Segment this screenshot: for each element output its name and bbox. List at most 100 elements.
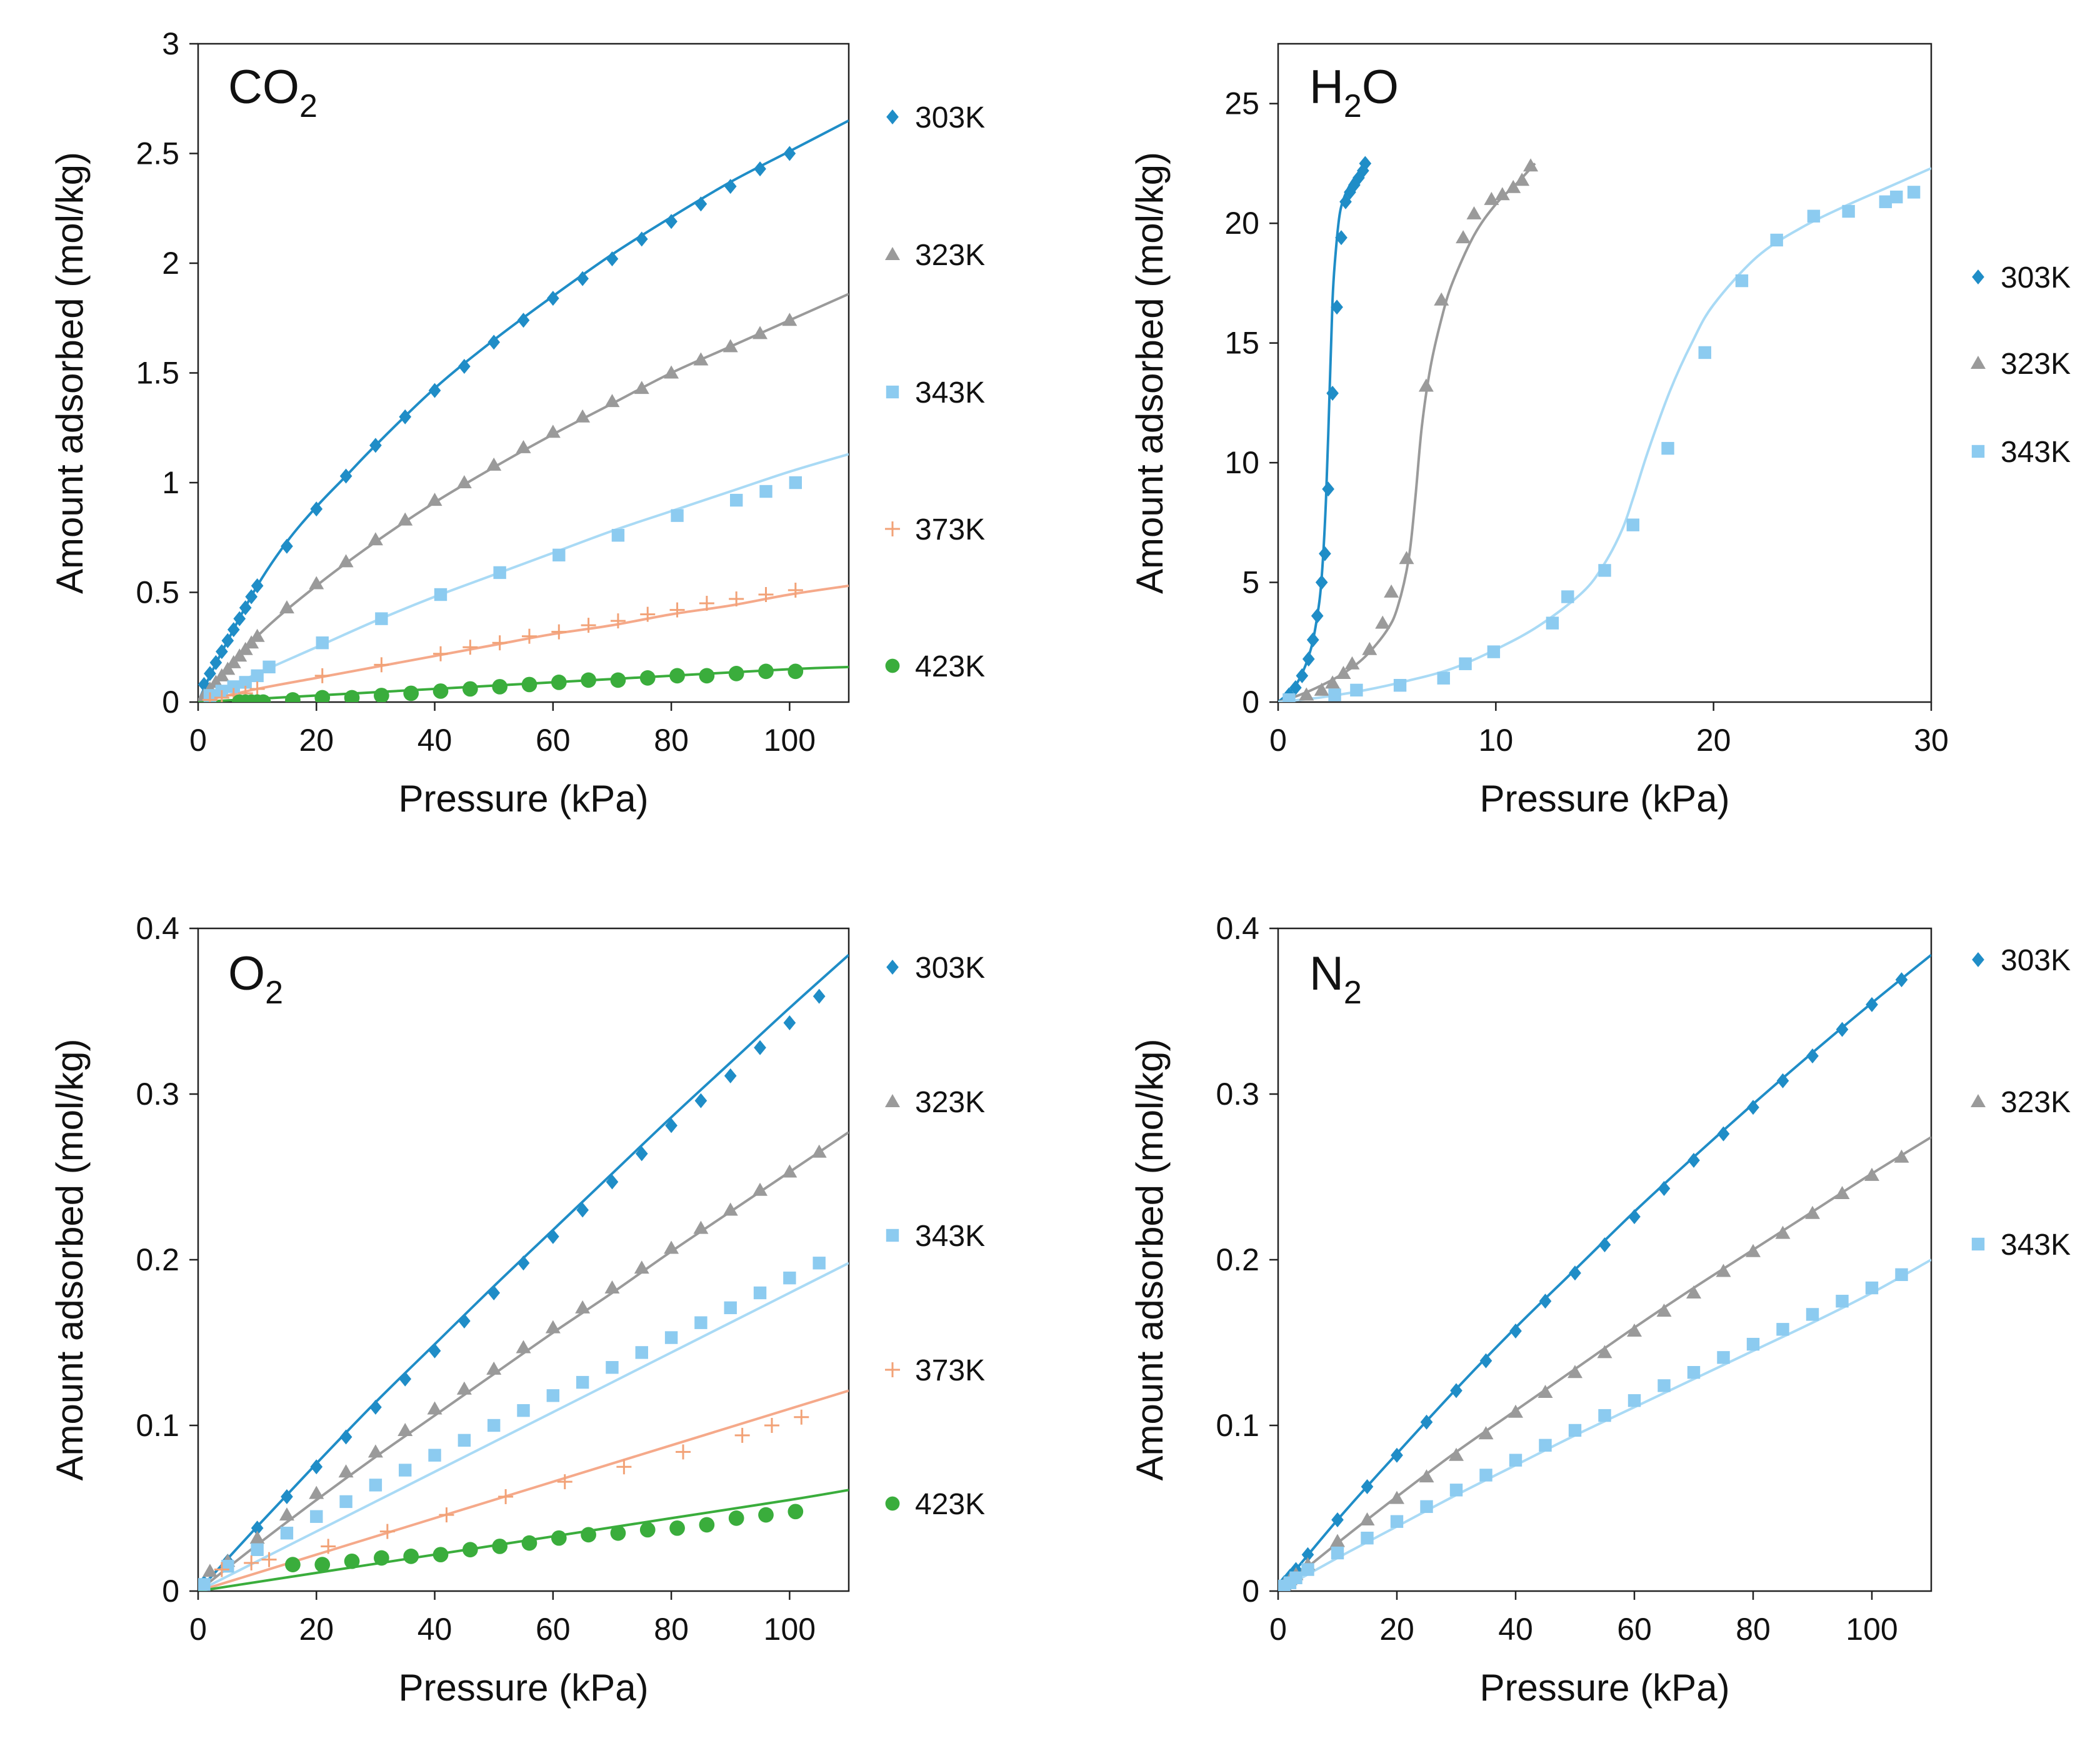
x-tick-label: 100 (764, 723, 816, 758)
data-point-423K (521, 676, 538, 693)
data-point-343K (1770, 233, 1783, 247)
data-point-373K (244, 1555, 259, 1570)
legend-label-373K: 373K (915, 513, 985, 546)
chart-panel-h2o: 0 10 20 30 0 5 10 15 20 25 Pressure (kPa) Amount ad… (1129, 43, 2071, 820)
x-tick-label: 40 (418, 1612, 452, 1647)
data-point-343K (1836, 1295, 1849, 1308)
data-point-373K (314, 668, 330, 683)
data-point-343K (753, 1286, 767, 1300)
data-point-323K (664, 1240, 679, 1254)
data-point-343K (1776, 1323, 1789, 1336)
data-point-343K (221, 1560, 234, 1573)
data-point-323K (782, 313, 798, 326)
data-point-303K (1326, 386, 1339, 401)
legend-label-303K: 303K (2001, 261, 2071, 294)
data-point-323K (693, 352, 709, 366)
x-axis-title: Pressure (kPa) (398, 778, 648, 820)
data-point-323K (456, 1381, 472, 1395)
x-tick-label: 20 (1379, 1612, 1414, 1647)
y-tick-label: 0.2 (1216, 1242, 1259, 1277)
data-point-323K (575, 1300, 591, 1314)
data-point-323K (693, 1220, 709, 1234)
data-point-303K (1344, 184, 1356, 200)
data-point-303K (694, 196, 708, 212)
data-point-323K (1418, 378, 1434, 392)
data-point-423K (492, 1539, 508, 1554)
data-point-323K (1494, 187, 1510, 201)
legend-marker-323K (1971, 356, 1986, 369)
x-axis-title: Pressure (kPa) (1479, 1667, 1729, 1709)
panel-title: CO2 (228, 61, 318, 124)
y-tick-label: 0.5 (136, 575, 179, 610)
legend-label-303K: 303K (915, 101, 985, 134)
data-point-343K (1907, 186, 1921, 199)
data-point-373K (676, 1444, 691, 1460)
data-point-323K (1775, 1225, 1791, 1239)
data-point-373K (557, 1474, 572, 1490)
data-point-343K (1449, 1484, 1463, 1497)
data-point-423K (462, 681, 478, 697)
data-point-303K (428, 1343, 441, 1359)
data-point-303K (576, 1202, 589, 1218)
data-point-303K (694, 1093, 708, 1108)
data-point-323K (1805, 1205, 1820, 1219)
data-point-343K (1393, 678, 1407, 692)
data-point-303K (1420, 1414, 1433, 1430)
data-point-373K (439, 1507, 454, 1523)
y-tick-label: 10 (1224, 445, 1259, 480)
data-point-323K (486, 457, 502, 471)
data-point-323K (249, 1530, 265, 1544)
x-tick-label: 80 (654, 1612, 689, 1647)
data-point-373K (788, 582, 803, 598)
data-point-423K (255, 694, 271, 702)
data-point-343K (428, 1449, 441, 1462)
data-point-303K (239, 600, 252, 616)
data-point-343K (729, 493, 743, 507)
data-point-303K (1331, 1512, 1344, 1528)
data-point-343K (493, 566, 506, 580)
y-tick-label: 2.5 (136, 136, 179, 171)
data-point-343K (1289, 1571, 1302, 1584)
data-point-423K (285, 1557, 301, 1572)
y-tick-label: 0.2 (136, 1242, 179, 1277)
data-point-323K (244, 635, 259, 649)
data-point-343K (1626, 518, 1639, 531)
data-point-323K (249, 628, 265, 642)
legend-label-323K: 323K (915, 1086, 985, 1119)
data-point-323K (309, 576, 324, 590)
legend-marker-303K (1972, 952, 1984, 967)
data-point-423K (551, 675, 567, 690)
data-point-303K (1776, 1073, 1789, 1088)
data-point-323K (1514, 173, 1530, 186)
data-point-323K (1656, 1304, 1672, 1317)
data-point-303K (1598, 1237, 1611, 1253)
data-point-323K (1456, 230, 1471, 244)
data-point-323K (427, 1401, 442, 1415)
data-point-303K (635, 231, 648, 247)
data-point-303K (1391, 1447, 1403, 1463)
data-point-323K (1523, 158, 1539, 172)
y-tick-label: 3 (162, 26, 179, 61)
data-point-303K (635, 1146, 648, 1162)
data-point-303K (1866, 997, 1878, 1012)
data-point-423K (669, 668, 685, 684)
data-point-343K (1628, 1394, 1641, 1407)
data-point-343K (239, 676, 252, 689)
y-axis-title: Amount adsorbed (mol/kg) (1129, 1039, 1171, 1481)
data-point-303K (1450, 1383, 1462, 1399)
data-point-323K (1299, 687, 1314, 701)
data-point-343K (1301, 1563, 1314, 1576)
data-point-423K (462, 1542, 478, 1558)
data-point-343K (789, 476, 802, 490)
fit-line-343K (198, 453, 849, 702)
legend-marker-423K (885, 1496, 900, 1511)
data-point-343K (1687, 1366, 1701, 1379)
data-point-323K (1484, 191, 1499, 205)
data-point-303K (399, 409, 412, 424)
data-point-303K (1836, 1022, 1849, 1037)
data-point-343K (1735, 274, 1749, 288)
data-point-323K (1419, 1469, 1434, 1483)
legend-label-303K: 303K (915, 952, 985, 985)
data-point-423K (285, 692, 301, 702)
y-tick-label: 0 (1242, 685, 1259, 720)
